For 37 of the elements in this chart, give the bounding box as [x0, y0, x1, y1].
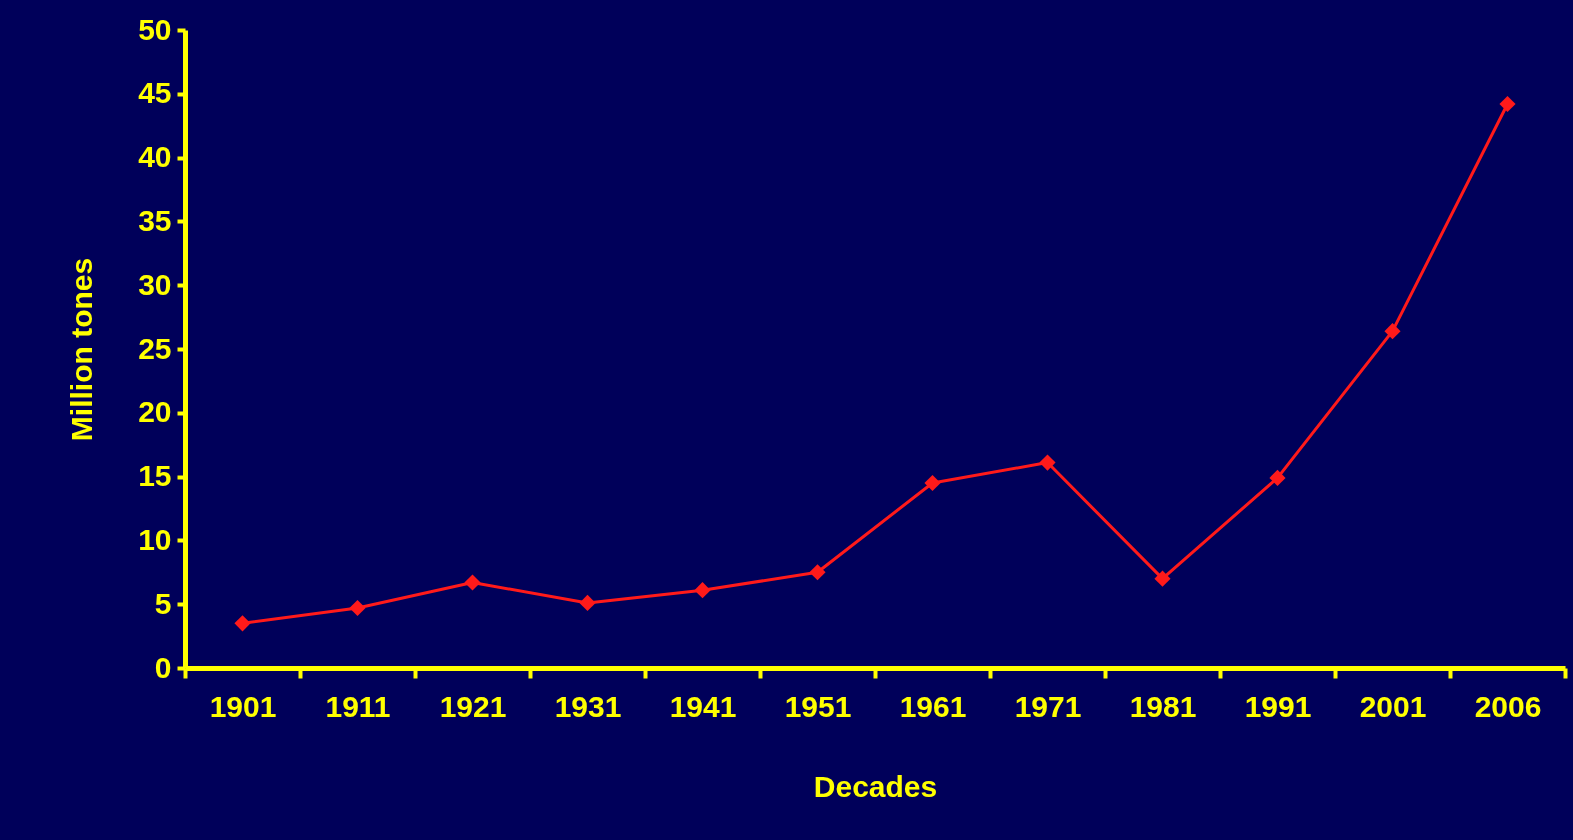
y-axis-title: Million tones — [65, 257, 99, 442]
point — [924, 474, 941, 492]
x-tick-label: 1991 — [1244, 689, 1312, 723]
point — [234, 615, 251, 632]
point — [579, 594, 596, 611]
point — [1269, 469, 1286, 486]
x-axis-title: Decades — [813, 769, 938, 803]
y-tick-label: 45 — [138, 76, 172, 110]
y-tick-label: 5 — [154, 586, 172, 620]
x-tick-label: 2001 — [1359, 689, 1427, 723]
y-tick-label: 10 — [138, 522, 172, 556]
x-tick-label: 1961 — [899, 689, 967, 723]
y-tick-label: 25 — [138, 331, 172, 365]
x-tick-label: 1971 — [1014, 689, 1082, 723]
x-tick-label: 1941 — [669, 689, 737, 723]
y-tick-label: 35 — [138, 203, 172, 237]
x-tick-label: 2006 — [1474, 689, 1542, 723]
y-tick-label: 40 — [138, 140, 172, 174]
x-tick-label: 1901 — [209, 689, 277, 723]
x-tick-label: 1921 — [439, 689, 507, 723]
y-tick-label: 0 — [154, 650, 172, 684]
point — [694, 582, 711, 599]
point — [809, 564, 826, 581]
x-tick-label: 1911 — [325, 689, 391, 723]
x-tick-label: 1951 — [784, 689, 852, 723]
point — [349, 599, 366, 617]
y-tick-label: 20 — [138, 395, 172, 429]
y-tick-label: 15 — [138, 459, 172, 493]
point — [464, 574, 481, 591]
point — [1499, 95, 1516, 113]
point — [1384, 323, 1401, 340]
y-tick-label: 50 — [138, 12, 172, 46]
point — [1039, 454, 1056, 471]
x-tick-label: 1931 — [554, 689, 622, 723]
x-tick-label: 1981 — [1129, 689, 1197, 723]
point — [1154, 570, 1171, 587]
y-tick-label: 30 — [138, 267, 172, 301]
